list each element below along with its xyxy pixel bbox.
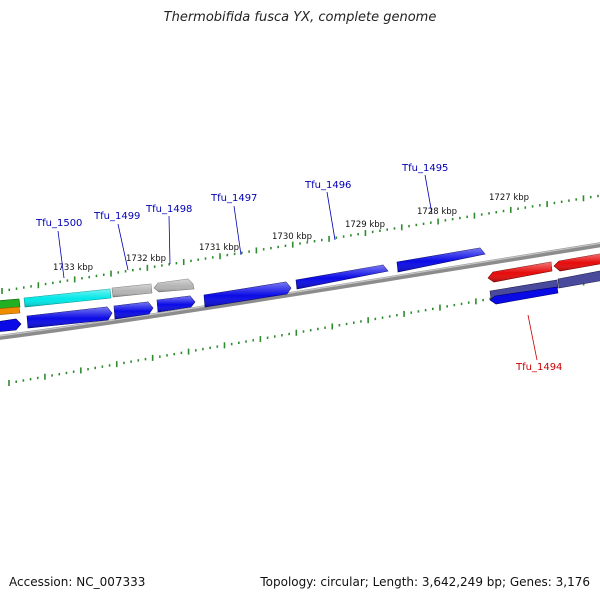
gene-shade xyxy=(112,284,152,297)
gene-shade xyxy=(114,302,153,319)
gene-label-tfu1499[interactable]: Tfu_1499 xyxy=(93,211,140,222)
kbp-label-1728: 1728 kbp xyxy=(417,207,457,217)
gene-shade xyxy=(204,282,291,307)
gene-label-tfu1495[interactable]: Tfu_1495 xyxy=(401,163,448,174)
callout-tfu1498 xyxy=(168,215,171,265)
backbone-arc xyxy=(0,242,600,340)
callout-tfu1497 xyxy=(233,205,242,256)
callout-tfu1495 xyxy=(424,174,433,215)
gene-blue-edge[interactable] xyxy=(0,318,22,332)
gene-shade xyxy=(157,296,195,312)
map-title: Thermobifida fusca YX, complete genome xyxy=(163,10,437,25)
accession-text: Accession: NC_007333 xyxy=(9,575,146,589)
forward-strand-genes xyxy=(0,247,600,309)
gene-label-tfu1500[interactable]: Tfu_1500 xyxy=(35,218,82,229)
second-row-genes xyxy=(0,270,600,332)
genome-summary-text: Topology: circular; Length: 3,642,249 bp… xyxy=(260,575,590,589)
kbp-label-1732: 1732 kbp xyxy=(126,254,166,264)
outer-tick-ring xyxy=(1,194,599,294)
gene-label-tfu1497[interactable]: Tfu_1497 xyxy=(210,193,257,204)
kbp-label-1729: 1729 kbp xyxy=(345,220,385,230)
kbp-label-1733: 1733 kbp xyxy=(53,263,93,273)
kbp-label-1731: 1731 kbp xyxy=(199,243,239,253)
gene-label-tfu1494[interactable]: Tfu_1494 xyxy=(515,362,562,373)
gene-orange[interactable] xyxy=(0,306,21,315)
kbp-scale-labels: 1733 kbp 1732 kbp 1731 kbp 1730 kbp 1729… xyxy=(53,193,529,273)
gene-green-forward[interactable] xyxy=(0,298,21,309)
gene-shade xyxy=(554,253,600,271)
callout-tfu1496 xyxy=(326,191,336,241)
callout-tfu1499 xyxy=(117,223,129,271)
gene-label-tfu1496[interactable]: Tfu_1496 xyxy=(304,180,351,191)
inner-tick-ring xyxy=(8,278,599,386)
callout-tfu1494 xyxy=(527,314,538,361)
gene-shade xyxy=(24,289,111,307)
gene-shade xyxy=(154,279,194,292)
kbp-label-1730: 1730 kbp xyxy=(272,232,312,242)
gene-shade xyxy=(296,265,388,289)
gene-labels: Tfu_1500 Tfu_1499 Tfu_1498 Tfu_1497 Tfu_… xyxy=(35,163,562,373)
gene-tfu1494[interactable] xyxy=(489,286,559,305)
kbp-label-1727: 1727 kbp xyxy=(489,193,529,203)
gene-label-tfu1498[interactable]: Tfu_1498 xyxy=(145,204,192,215)
gene-shade xyxy=(27,307,112,328)
gene-shade xyxy=(488,262,552,282)
gene-callout-lines xyxy=(57,174,538,361)
callout-tfu1500 xyxy=(57,230,65,279)
gene-slate-2[interactable] xyxy=(557,270,600,289)
gene-shade xyxy=(397,248,485,272)
